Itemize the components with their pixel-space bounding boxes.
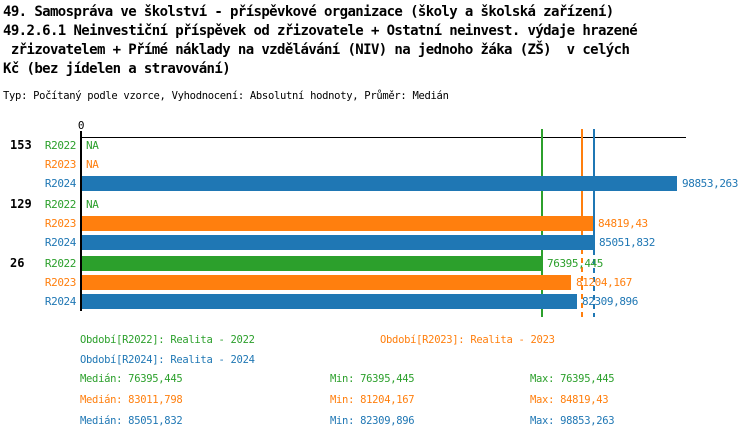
bar [82, 176, 677, 191]
stat-max: Max: 76395,445 [530, 373, 615, 385]
top-axis-line [80, 137, 686, 138]
group-label: 26 [10, 256, 25, 270]
bar-value-label: 98853,263 [682, 177, 739, 190]
stat-min: Min: 82309,896 [330, 415, 415, 427]
group-label: 129 [10, 197, 32, 211]
series-label: R2022 [44, 139, 77, 152]
na-value-label: NA [86, 198, 99, 211]
median-line-dashed-R2024 [593, 250, 595, 317]
title-line-1: 49. Samospráva ve školství - příspěvkové… [3, 4, 614, 20]
bar-value-label: 85051,832 [599, 236, 656, 249]
stat-min: Min: 81204,167 [330, 394, 415, 406]
bar-value-label: 84819,43 [598, 217, 648, 230]
series-label: R2024 [44, 236, 77, 249]
title-line-3: zřizovatelem + Přímé náklady na vzdělává… [3, 42, 630, 58]
series-label: R2023 [44, 158, 77, 171]
series-label: R2024 [44, 177, 77, 190]
chart-subtitle: Typ: Počítaný podle vzorce, Vyhodnocení:… [3, 90, 449, 102]
bar [82, 275, 571, 290]
bar [82, 294, 577, 309]
stat-max: Max: 98853,263 [530, 415, 615, 427]
legend-r2023: Období[R2023]: Realita - 2023 [380, 334, 555, 346]
axis-zero-tick-label: 0 [77, 119, 85, 132]
stat-min: Min: 76395,445 [330, 373, 415, 385]
stat-median: Medián: 83011,798 [80, 394, 183, 406]
stat-median: Medián: 85051,832 [80, 415, 183, 427]
series-label: R2023 [44, 276, 77, 289]
title-line-4: Kč (bez jídelen a stravování) [3, 61, 231, 77]
series-label: R2022 [44, 257, 77, 270]
title-line-2: 49.2.6.1 Neinvestiční příspěvek od zřizo… [3, 23, 638, 39]
y-axis-spine [80, 131, 82, 311]
bar-value-label: 81204,167 [576, 276, 633, 289]
group-label: 153 [10, 138, 32, 152]
bar [82, 235, 594, 250]
na-value-label: NA [86, 158, 99, 171]
series-label: R2023 [44, 217, 77, 230]
bar-value-label: 82309,896 [582, 295, 639, 308]
series-label: R2022 [44, 198, 77, 211]
series-label: R2024 [44, 295, 77, 308]
bar [82, 256, 542, 271]
median-line-dashed-R2023 [581, 231, 583, 317]
bar-chart: 0 153 R2022 NA R2023 NA R2024 98853,263 129 R202… [10, 119, 739, 317]
bar-value-label: 76395,445 [547, 257, 604, 270]
legend-r2024: Období[R2024]: Realita - 2024 [80, 354, 255, 366]
stat-max: Max: 84819,43 [530, 394, 609, 406]
bar [82, 216, 593, 231]
stat-median: Medián: 76395,445 [80, 373, 183, 385]
legend-r2022: Období[R2022]: Realita - 2022 [80, 334, 255, 346]
na-value-label: NA [86, 139, 99, 152]
